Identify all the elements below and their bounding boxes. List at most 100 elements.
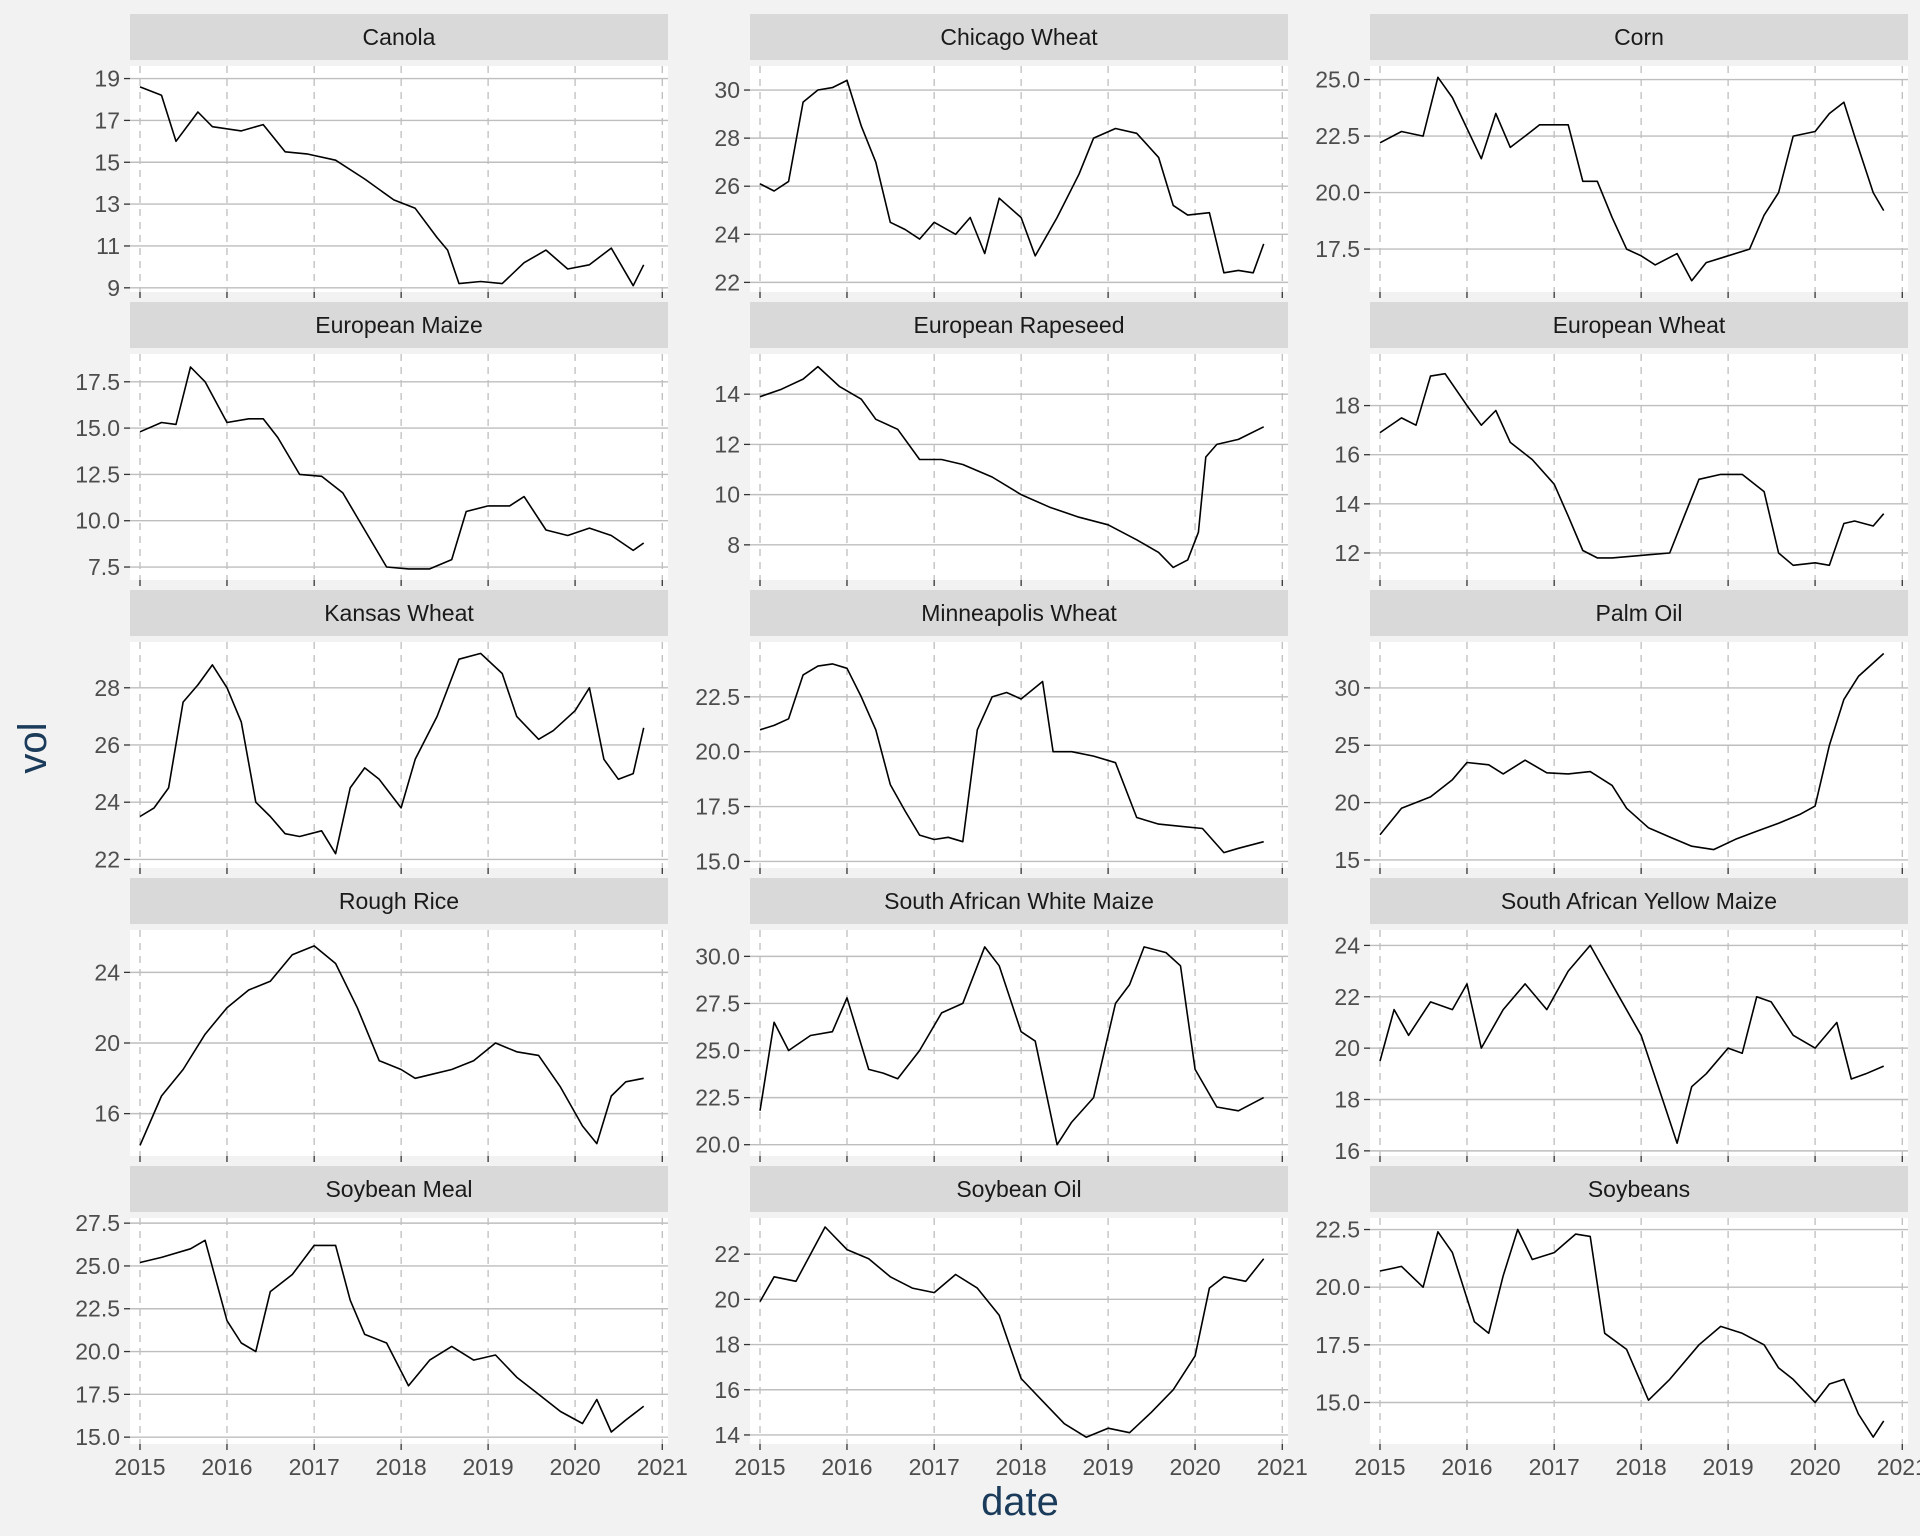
strip-south-african-white-maize: [750, 878, 1288, 924]
y-tick-label-south-african-white-maize-22.5: 22.5: [695, 1085, 740, 1111]
plot-area-soybean-meal: [130, 1218, 668, 1444]
y-tick-label-soybean-oil-18: 18: [714, 1332, 740, 1358]
series-line-chicago-wheat: [759, 79, 1265, 274]
y-tick-label-european-maize-15.0: 15.0: [75, 415, 120, 441]
y-tick-label-soybean-oil-22: 22: [714, 1241, 740, 1267]
strip-corn: [1370, 14, 1908, 60]
y-tick-label-canola-15: 15: [94, 149, 120, 175]
y-tick-label-minneapolis-wheat-15.0: 15.0: [695, 848, 740, 874]
series-line-south-african-white-maize: [759, 946, 1265, 1146]
y-tick-label-soybean-meal-15.0: 15.0: [75, 1424, 120, 1450]
y-tick-label-european-wheat-18: 18: [1334, 393, 1360, 419]
panels: Canola 9 11 13 15 17 19 Chicago Wheat 22 24 26 28 30…: [75, 14, 1920, 1480]
series-line-minneapolis-wheat: [759, 663, 1264, 854]
strip-south-african-yellow-maize: [1370, 878, 1908, 924]
y-tick-label-south-african-yellow-maize-16: 16: [1334, 1138, 1360, 1164]
y-tick-label-minneapolis-wheat-22.5: 22.5: [695, 684, 740, 710]
x-tick-label-soybean-meal-2019: 2019: [463, 1454, 514, 1480]
strip-canola: [130, 14, 668, 60]
strip-label-european-rapeseed: European Rapeseed: [914, 312, 1125, 338]
plot-area-south-african-yellow-maize: [1370, 930, 1908, 1156]
series-line-soybeans: [1379, 1228, 1885, 1438]
y-tick-label-soybean-oil-20: 20: [714, 1286, 740, 1312]
strip-soybean-meal: [130, 1166, 668, 1212]
panel-european-maize: European Maize 7.5 10.0 12.5 15.0 17.5: [75, 302, 668, 586]
series-line-south-african-yellow-maize: [1379, 944, 1885, 1144]
strip-european-rapeseed: [750, 302, 1288, 348]
x-tick-label-soybeans-2018: 2018: [1616, 1454, 1667, 1480]
y-tick-label-chicago-wheat-22: 22: [714, 269, 740, 295]
series-line-soybean-meal: [139, 1239, 645, 1433]
y-tick-label-palm-oil-25: 25: [1334, 732, 1360, 758]
x-tick-label-soybean-oil-2016: 2016: [821, 1454, 872, 1480]
x-tick-label-soybeans-2021: 2021: [1877, 1454, 1920, 1480]
panel-south-african-white-maize: South African White Maize 20.0 22.5 25.0 27.…: [695, 878, 1288, 1162]
y-tick-label-soybean-oil-16: 16: [714, 1377, 740, 1403]
y-tick-label-soybeans-15.0: 15.0: [1315, 1389, 1360, 1415]
plot-area-canola: [130, 66, 668, 292]
y-tick-label-south-african-yellow-maize-20: 20: [1334, 1035, 1360, 1061]
y-tick-label-chicago-wheat-30: 30: [714, 77, 740, 103]
y-axis-title: vol: [11, 722, 55, 773]
x-tick-label-soybeans-2019: 2019: [1703, 1454, 1754, 1480]
strip-label-soybean-meal: Soybean Meal: [325, 1176, 472, 1202]
y-tick-label-european-rapeseed-14: 14: [714, 381, 740, 407]
strip-european-maize: [130, 302, 668, 348]
strip-european-wheat: [1370, 302, 1908, 348]
strip-label-south-african-yellow-maize: South African Yellow Maize: [1501, 888, 1777, 914]
strip-soybean-oil: [750, 1166, 1288, 1212]
x-axis-title: date: [981, 1480, 1059, 1524]
panel-soybean-meal: Soybean Meal 2015 2016 2017 2018 2019 2020 2021…: [75, 1166, 688, 1480]
strip-label-soybeans: Soybeans: [1588, 1176, 1690, 1202]
y-tick-label-european-wheat-12: 12: [1334, 540, 1360, 566]
y-tick-label-kansas-wheat-22: 22: [94, 846, 120, 872]
y-tick-label-european-maize-17.5: 17.5: [75, 369, 120, 395]
y-tick-label-canola-9: 9: [107, 275, 120, 301]
strip-label-corn: Corn: [1614, 24, 1664, 50]
series-line-european-wheat: [1379, 372, 1885, 567]
y-tick-label-corn-25.0: 25.0: [1315, 67, 1360, 93]
y-tick-label-european-rapeseed-8: 8: [727, 532, 740, 558]
x-tick-label-soybeans-2015: 2015: [1354, 1454, 1405, 1480]
panel-chicago-wheat: Chicago Wheat 22 24 26 28 30: [714, 14, 1288, 298]
y-tick-label-rough-rice-16: 16: [94, 1101, 120, 1127]
panel-kansas-wheat: Kansas Wheat 22 24 26 28: [94, 590, 668, 874]
y-tick-label-european-maize-12.5: 12.5: [75, 461, 120, 487]
y-tick-label-soybeans-22.5: 22.5: [1315, 1217, 1360, 1243]
x-tick-label-soybean-meal-2017: 2017: [289, 1454, 340, 1480]
y-tick-label-chicago-wheat-24: 24: [714, 221, 740, 247]
y-tick-label-european-maize-10.0: 10.0: [75, 508, 120, 534]
x-tick-label-soybean-oil-2015: 2015: [734, 1454, 785, 1480]
plot-area-european-maize: [130, 354, 668, 580]
plot-area-chicago-wheat: [750, 66, 1288, 292]
panel-european-wheat: European Wheat 12 14 16 18: [1334, 302, 1908, 586]
series-line-rough-rice: [139, 945, 644, 1146]
y-tick-label-soybeans-17.5: 17.5: [1315, 1332, 1360, 1358]
y-tick-label-european-wheat-16: 16: [1334, 442, 1360, 468]
panel-soybeans: Soybeans 2015 2016 2017 2018 2019 2020 2021 15.0…: [1315, 1166, 1920, 1480]
strip-label-kansas-wheat: Kansas Wheat: [324, 600, 474, 626]
series-line-european-rapeseed: [759, 365, 1265, 569]
x-tick-label-soybean-oil-2017: 2017: [909, 1454, 960, 1480]
y-tick-label-soybeans-20.0: 20.0: [1315, 1274, 1360, 1300]
series-line-corn: [1379, 76, 1885, 282]
y-tick-label-european-wheat-14: 14: [1334, 491, 1360, 517]
x-tick-label-soybean-oil-2018: 2018: [996, 1454, 1047, 1480]
series-line-palm-oil: [1379, 652, 1885, 851]
y-tick-label-canola-11: 11: [96, 233, 120, 259]
strip-label-chicago-wheat: Chicago Wheat: [940, 24, 1098, 50]
y-tick-label-palm-oil-20: 20: [1334, 790, 1360, 816]
y-tick-label-canola-17: 17: [94, 107, 120, 133]
x-tick-label-soybean-meal-2015: 2015: [114, 1454, 165, 1480]
strip-kansas-wheat: [130, 590, 668, 636]
plot-area-european-rapeseed: [750, 354, 1288, 580]
y-tick-label-palm-oil-30: 30: [1334, 675, 1360, 701]
series-line-european-maize: [139, 366, 645, 570]
y-tick-label-south-african-yellow-maize-24: 24: [1334, 932, 1360, 958]
strip-label-soybean-oil: Soybean Oil: [956, 1176, 1081, 1202]
strip-label-european-maize: European Maize: [315, 312, 483, 338]
x-tick-label-soybean-oil-2019: 2019: [1083, 1454, 1134, 1480]
panel-corn: Corn 17.5 20.0 22.5 25.0: [1315, 14, 1908, 298]
y-tick-label-south-african-yellow-maize-22: 22: [1334, 984, 1360, 1010]
